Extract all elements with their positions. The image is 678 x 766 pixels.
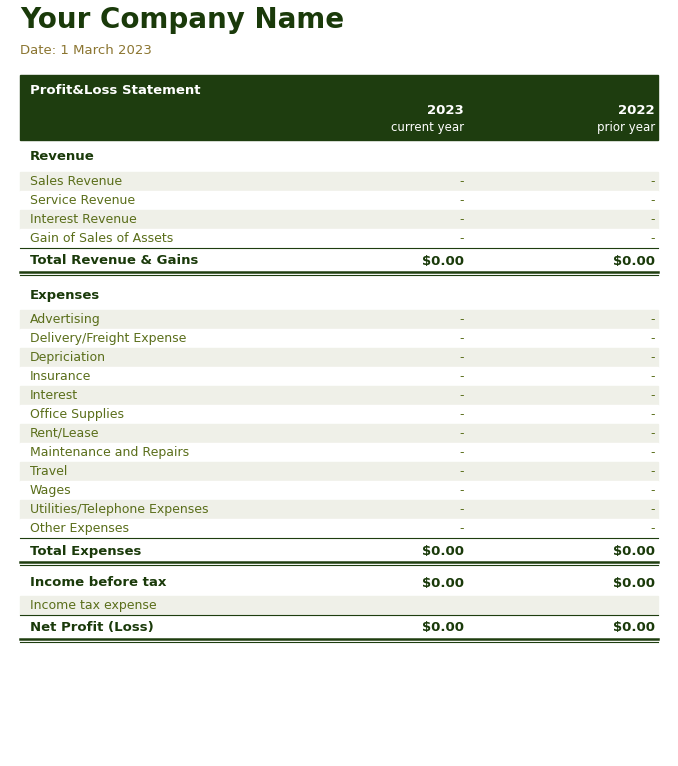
Text: 2023: 2023 — [427, 104, 464, 117]
Bar — [20, 462, 658, 481]
Text: -: - — [650, 332, 655, 345]
Text: Service Revenue: Service Revenue — [30, 194, 135, 207]
Bar — [20, 617, 658, 639]
Text: Date: 1 March 2023: Date: 1 March 2023 — [20, 44, 152, 57]
Text: Total Expenses: Total Expenses — [30, 545, 142, 558]
Text: Profit&Loss Statement: Profit&Loss Statement — [30, 84, 201, 97]
Text: -: - — [460, 194, 464, 207]
Text: Delivery/Freight Expense: Delivery/Freight Expense — [30, 332, 186, 345]
Text: Net Profit (Loss): Net Profit (Loss) — [30, 621, 154, 634]
Bar — [20, 572, 658, 594]
Text: Rent/Lease: Rent/Lease — [30, 427, 100, 440]
Bar — [20, 443, 658, 462]
Text: Depriciation: Depriciation — [30, 351, 106, 364]
Text: -: - — [460, 522, 464, 535]
Bar — [20, 519, 658, 538]
Text: Maintenance and Repairs: Maintenance and Repairs — [30, 446, 189, 459]
Text: -: - — [460, 389, 464, 402]
Text: -: - — [460, 446, 464, 459]
Text: Interest Revenue: Interest Revenue — [30, 213, 137, 226]
Bar — [20, 191, 658, 210]
Text: Total Revenue & Gains: Total Revenue & Gains — [30, 254, 199, 267]
Text: Income tax expense: Income tax expense — [30, 599, 157, 612]
Text: Sales Revenue: Sales Revenue — [30, 175, 122, 188]
Text: -: - — [650, 389, 655, 402]
Text: $0.00: $0.00 — [613, 577, 655, 590]
Text: $0.00: $0.00 — [613, 621, 655, 634]
Text: -: - — [460, 351, 464, 364]
Text: -: - — [650, 427, 655, 440]
Text: -: - — [650, 446, 655, 459]
Text: Income before tax: Income before tax — [30, 577, 166, 590]
Text: Interest: Interest — [30, 389, 78, 402]
Bar — [20, 229, 658, 248]
Text: -: - — [650, 313, 655, 326]
Text: -: - — [460, 232, 464, 245]
Bar — [20, 250, 658, 272]
Bar — [20, 348, 658, 367]
Text: $0.00: $0.00 — [422, 621, 464, 634]
Text: -: - — [650, 370, 655, 383]
Text: -: - — [650, 213, 655, 226]
Text: Gain of Sales of Assets: Gain of Sales of Assets — [30, 232, 174, 245]
Text: Revenue: Revenue — [30, 150, 95, 163]
Text: -: - — [650, 232, 655, 245]
Bar — [20, 75, 658, 140]
Text: prior year: prior year — [597, 120, 655, 133]
Bar — [20, 540, 658, 562]
Text: $0.00: $0.00 — [613, 545, 655, 558]
Text: $0.00: $0.00 — [422, 545, 464, 558]
Text: $0.00: $0.00 — [422, 577, 464, 590]
Bar — [20, 596, 658, 615]
Text: -: - — [460, 313, 464, 326]
Text: Travel: Travel — [30, 465, 67, 478]
Text: -: - — [650, 194, 655, 207]
Text: Your Company Name: Your Company Name — [20, 6, 344, 34]
Bar — [20, 386, 658, 405]
Text: -: - — [650, 484, 655, 497]
Text: -: - — [460, 427, 464, 440]
Bar — [20, 405, 658, 424]
Text: Expenses: Expenses — [30, 289, 100, 302]
Bar — [20, 329, 658, 348]
Text: Insurance: Insurance — [30, 370, 92, 383]
Bar — [20, 424, 658, 443]
Text: -: - — [460, 370, 464, 383]
Bar — [20, 500, 658, 519]
Text: -: - — [650, 503, 655, 516]
Text: -: - — [650, 408, 655, 421]
Text: 2022: 2022 — [618, 104, 655, 117]
Text: Office Supplies: Office Supplies — [30, 408, 124, 421]
Text: $0.00: $0.00 — [422, 254, 464, 267]
Bar — [20, 367, 658, 386]
Text: -: - — [460, 465, 464, 478]
Bar — [20, 310, 658, 329]
Bar — [20, 210, 658, 229]
Text: -: - — [650, 351, 655, 364]
Text: -: - — [650, 522, 655, 535]
Text: -: - — [460, 484, 464, 497]
Text: $0.00: $0.00 — [613, 254, 655, 267]
Bar — [20, 284, 658, 306]
Text: -: - — [460, 213, 464, 226]
Text: current year: current year — [391, 120, 464, 133]
Text: -: - — [460, 408, 464, 421]
Bar — [20, 146, 658, 168]
Text: Wages: Wages — [30, 484, 72, 497]
Text: -: - — [650, 465, 655, 478]
Text: Other Expenses: Other Expenses — [30, 522, 129, 535]
Text: -: - — [460, 332, 464, 345]
Bar — [20, 172, 658, 191]
Text: -: - — [650, 175, 655, 188]
Text: -: - — [460, 503, 464, 516]
Text: -: - — [460, 175, 464, 188]
Bar — [20, 481, 658, 500]
Text: Advertising: Advertising — [30, 313, 101, 326]
Text: Utilities/Telephone Expenses: Utilities/Telephone Expenses — [30, 503, 209, 516]
